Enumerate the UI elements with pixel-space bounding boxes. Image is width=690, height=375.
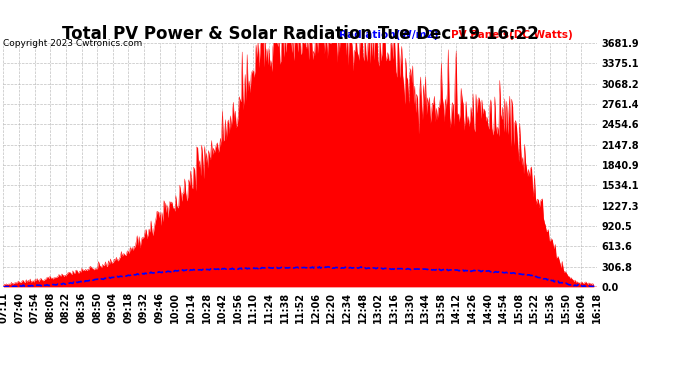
Text: Radiation(W/m2): Radiation(W/m2) (339, 30, 438, 40)
Title: Total PV Power & Solar Radiation Tue Dec 19 16:22: Total PV Power & Solar Radiation Tue Dec… (62, 25, 538, 43)
Text: Copyright 2023 Cwtronics.com: Copyright 2023 Cwtronics.com (3, 39, 143, 48)
Text: PV Panels(DC Watts): PV Panels(DC Watts) (451, 30, 573, 40)
